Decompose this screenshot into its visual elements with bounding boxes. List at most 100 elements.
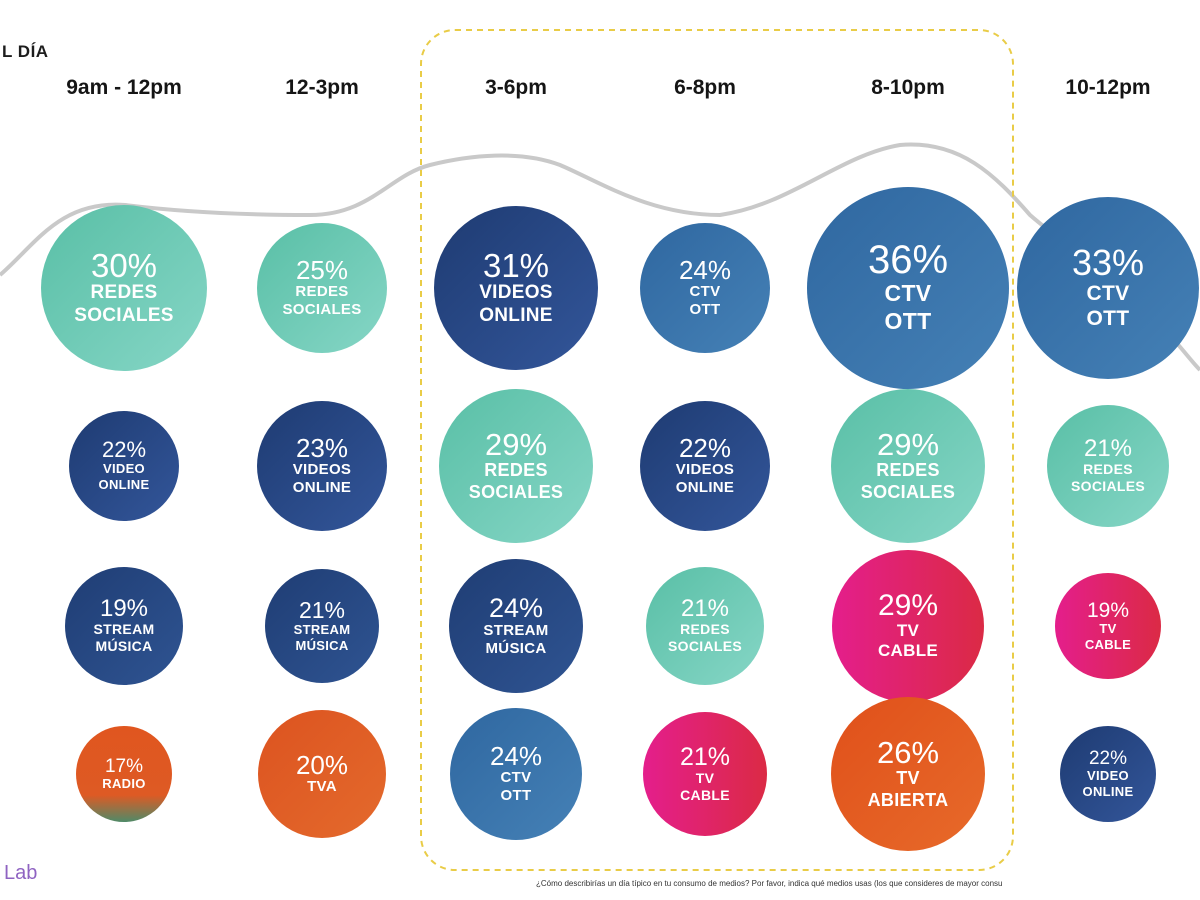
media-bubble-ctv: 36% CTV OTT [807, 187, 1009, 389]
bubble-percentage: 22% [101, 437, 147, 463]
media-bubble-video: 22% VIDEO ONLINE [69, 411, 179, 521]
media-bubble-video: 23% VIDEOS ONLINE [257, 401, 387, 531]
bubble-percentage: 19% [1086, 598, 1130, 622]
bubble-label: ABIERTA [867, 789, 949, 810]
bubble-label: REDES [90, 281, 158, 303]
media-bubble-redes: 30% REDES SOCIALES [41, 205, 207, 371]
bubble-percentage: 25% [295, 255, 349, 285]
bubble-label: ONLINE [1082, 783, 1134, 799]
media-bubble-radio: 17% RADIO [76, 726, 172, 822]
time-slot-label: 6-8pm [674, 76, 736, 99]
bubble-label: CABLE [877, 641, 939, 660]
bubble-label: OTT [1086, 307, 1130, 330]
time-slot-label: 12-3pm [285, 76, 359, 99]
bubble-label: OTT [884, 308, 932, 334]
highlight-frame [420, 29, 1014, 871]
header-title: L DÍA [2, 42, 49, 61]
bubble-label: SOCIALES [1071, 478, 1145, 494]
media-bubble-stream: 24% STREAM MÚSICA [449, 559, 583, 693]
bubble-label: ONLINE [292, 479, 352, 496]
bubble-label: CTV [500, 769, 532, 786]
bubble-label: SOCIALES [468, 481, 564, 502]
bubble-percentage: 22% [1088, 747, 1128, 769]
media-bubble-ctv: 24% CTV OTT [450, 708, 582, 840]
bubble-label: TVA [307, 778, 337, 795]
bubble-label: STREAM [93, 621, 155, 638]
survey-footnote: ¿Cómo describirías un día típico en tu c… [536, 879, 1003, 888]
bubble-label: SOCIALES [668, 638, 742, 654]
media-bubble-video: 22% VIDEOS ONLINE [640, 401, 770, 531]
bubble-label: SOCIALES [860, 481, 956, 502]
bubble-label: VIDEO [1087, 767, 1129, 783]
bubble-label: VIDEOS [292, 461, 352, 478]
bubble-percentage: 22% [678, 433, 732, 463]
bubble-label: MÚSICA [95, 638, 153, 654]
bubble-label: VIDEOS [675, 461, 735, 478]
bubble-label: SOCIALES [74, 304, 174, 326]
media-bubble-stream: 19% STREAM MÚSICA [65, 567, 183, 685]
time-slot-label: 9am - 12pm [66, 76, 182, 99]
bubble-label: STREAM [483, 621, 549, 639]
bubble-label: REDES [295, 283, 349, 300]
bubble-label: OTT [500, 787, 532, 804]
bubble-label: SOCIALES [282, 301, 362, 318]
bubble-label: TV [896, 767, 920, 788]
bubble-percentage: 24% [678, 255, 732, 285]
bubble-label: TV [896, 620, 920, 640]
bubble-label: ONLINE [479, 304, 553, 326]
brand-logo-text: Lab [4, 862, 38, 884]
bubble-label: VIDEOS [479, 281, 553, 303]
bubble-percentage: 23% [295, 433, 349, 463]
media-bubble-cable: 19% TV CABLE [1055, 573, 1161, 679]
media-bubble-redes: 25% REDES SOCIALES [257, 223, 387, 353]
bubble-percentage: 31% [482, 246, 550, 284]
bubble-percentage: 19% [99, 595, 149, 623]
bubble-percentage: 29% [484, 426, 548, 462]
bubble-label: CTV [1086, 281, 1130, 305]
bubble-label: VIDEO [103, 461, 145, 477]
bubble-label: CABLE [1084, 636, 1132, 652]
media-bubble-cable: 21% TV CABLE [643, 712, 767, 836]
bubble-percentage: 20% [295, 750, 349, 780]
bubble-percentage: 17% [104, 755, 144, 777]
bubble-percentage: 29% [877, 588, 939, 622]
bubble-percentage: 21% [1083, 435, 1133, 463]
media-bubble-stream: 21% STREAM MÚSICA [265, 569, 379, 683]
media-bubble-redes: 21% REDES SOCIALES [1047, 405, 1169, 527]
bubble-percentage: 30% [90, 246, 158, 284]
bubble-label: ONLINE [675, 479, 735, 496]
bubble-label: ONLINE [98, 477, 150, 492]
bubble-percentage: 26% [876, 734, 940, 770]
bubble-label: REDES [680, 621, 730, 638]
bubble-label: MÚSICA [295, 637, 349, 653]
bubble-label: RADIO [102, 775, 146, 791]
bubble-label: CTV [689, 283, 721, 300]
media-bubble-video: 31% VIDEOS ONLINE [434, 206, 598, 370]
media-bubble-tva: 20% TVA [258, 710, 386, 838]
time-slot-label: 3-6pm [485, 76, 547, 99]
bubble-percentage: 29% [876, 426, 940, 462]
bubble-label: STREAM [293, 621, 351, 637]
bubble-percentage: 24% [488, 592, 544, 623]
bubble-label: MÚSICA [485, 639, 547, 657]
bubble-label: REDES [876, 459, 940, 480]
bubble-label: TV [695, 769, 715, 786]
bubble-percentage: 24% [489, 741, 543, 771]
bubble-percentage: 21% [679, 742, 731, 771]
time-slot-label: 8-10pm [871, 76, 945, 99]
bubble-label: REDES [1083, 461, 1133, 478]
media-bubble-redes: 21% REDES SOCIALES [646, 567, 764, 685]
bubble-percentage: 21% [298, 596, 346, 623]
bubble-label: CABLE [680, 786, 730, 803]
bubble-label: TV [1099, 620, 1117, 636]
bubble-label: REDES [484, 459, 548, 480]
time-slot-label: 10-12pm [1065, 76, 1151, 99]
bubble-label: OTT [689, 301, 721, 318]
media-bubble-ctv: 33% CTV OTT [1017, 197, 1199, 379]
media-bubble-redes: 29% REDES SOCIALES [439, 389, 593, 543]
bubble-percentage: 36% [867, 238, 949, 283]
media-bubble-abierta: 26% TV ABIERTA [831, 697, 985, 851]
media-bubble-redes: 29% REDES SOCIALES [831, 389, 985, 543]
